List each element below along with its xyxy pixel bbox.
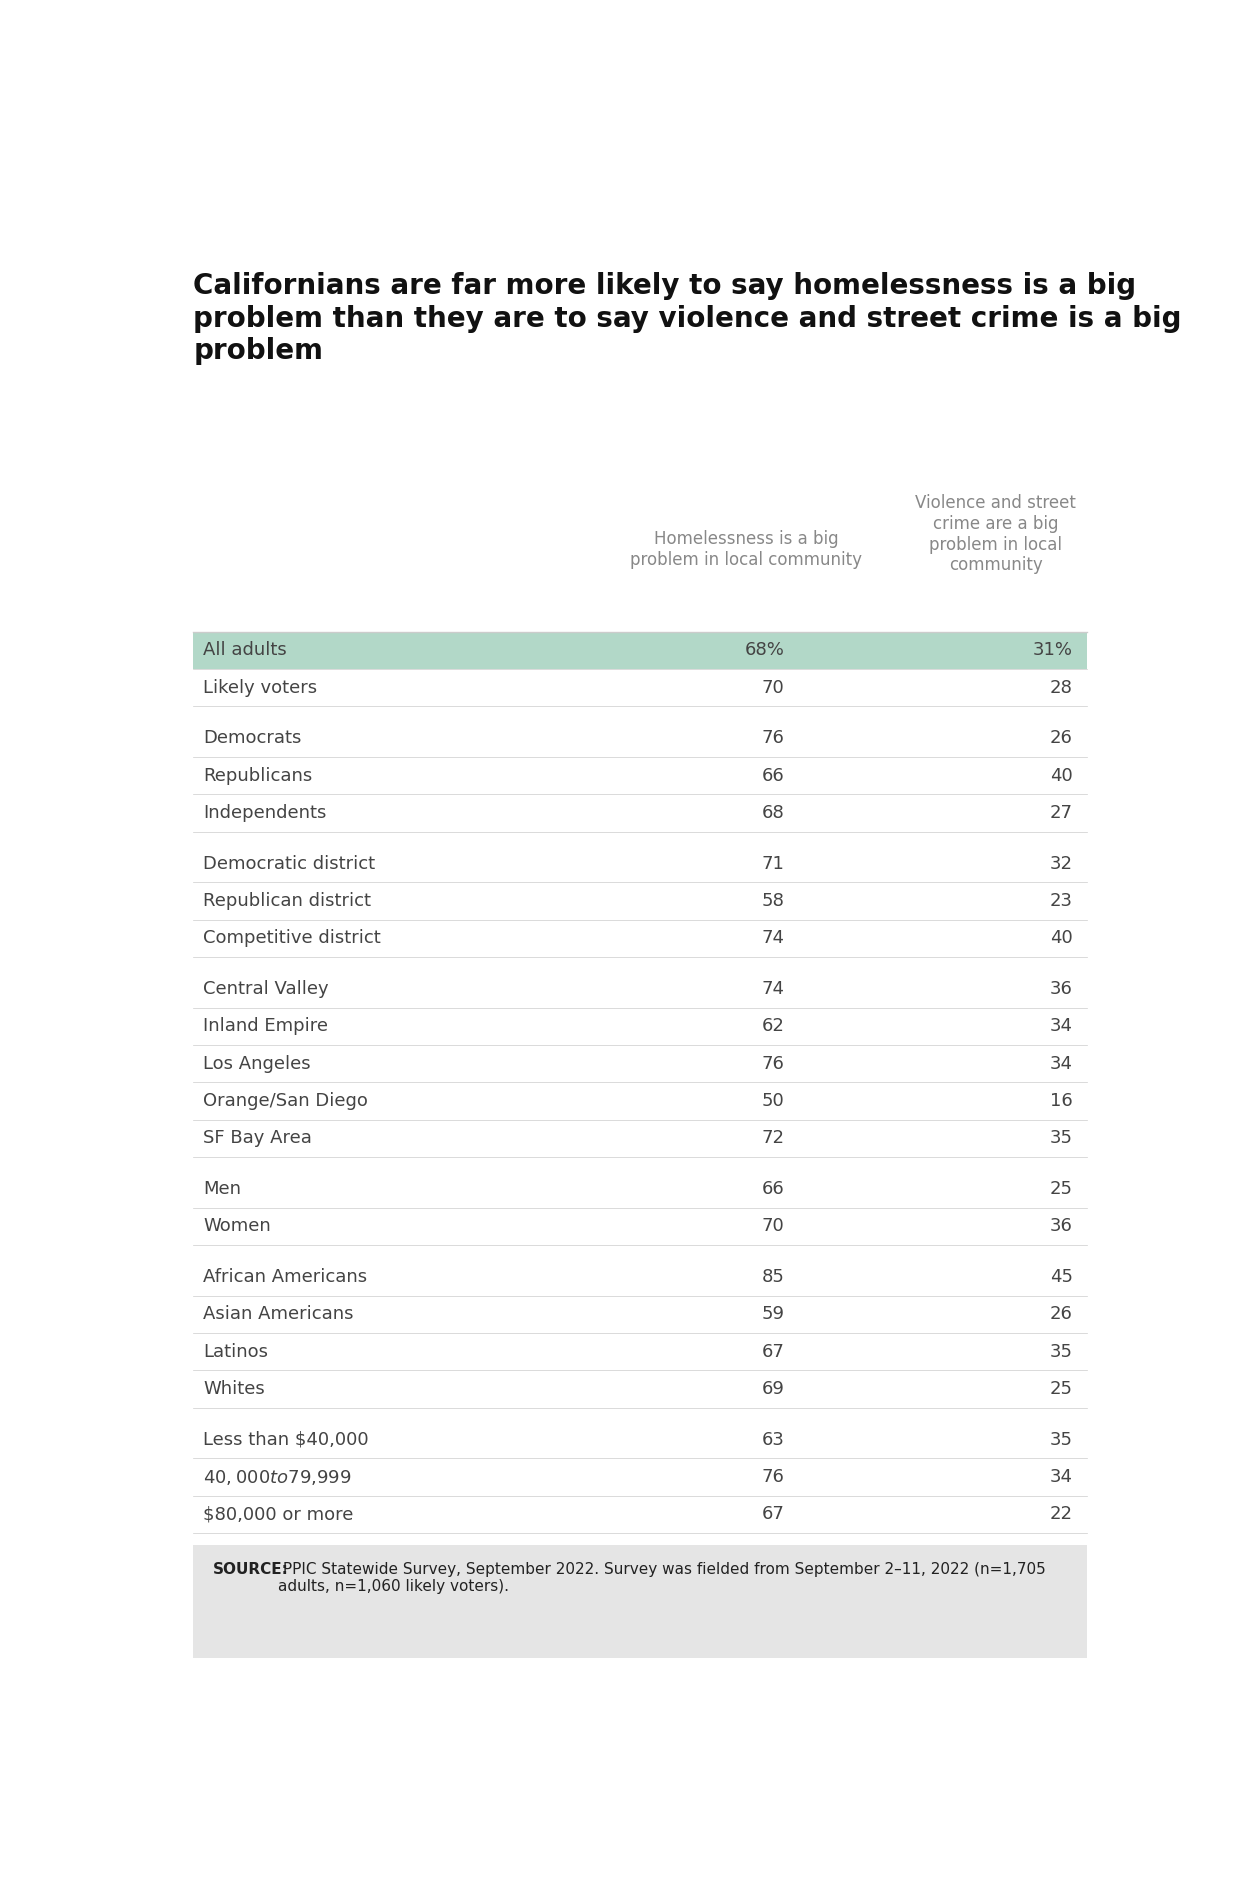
Text: $80,000 or more: $80,000 or more	[203, 1506, 353, 1523]
Text: 26: 26	[1050, 1306, 1073, 1323]
Text: Competitive district: Competitive district	[203, 930, 381, 947]
Text: Democrats: Democrats	[203, 730, 301, 747]
Text: 26: 26	[1050, 730, 1073, 747]
Text: 50: 50	[761, 1092, 785, 1110]
Text: Republican district: Republican district	[203, 892, 371, 911]
Text: 68: 68	[761, 804, 785, 822]
Text: 76: 76	[761, 1054, 785, 1073]
Text: 62: 62	[761, 1018, 785, 1035]
Text: 25: 25	[1050, 1180, 1073, 1199]
Text: Men: Men	[203, 1180, 241, 1199]
Text: 72: 72	[761, 1129, 785, 1148]
Text: 16: 16	[1050, 1092, 1073, 1110]
Text: Violence and street
crime are a big
problem in local
community: Violence and street crime are a big prob…	[915, 493, 1076, 574]
Text: 35: 35	[1050, 1129, 1073, 1148]
Text: Democratic district: Democratic district	[203, 854, 376, 873]
Text: 76: 76	[761, 730, 785, 747]
Text: Homelessness is a big
problem in local community: Homelessness is a big problem in local c…	[630, 531, 862, 568]
Text: 66: 66	[761, 1180, 785, 1199]
Text: 74: 74	[761, 981, 785, 997]
Text: Inland Empire: Inland Empire	[203, 1018, 329, 1035]
Text: 28: 28	[1050, 679, 1073, 696]
Text: 58: 58	[761, 892, 785, 911]
Text: 70: 70	[761, 1218, 785, 1235]
Text: 68%: 68%	[744, 642, 785, 659]
Text: 27: 27	[1050, 804, 1073, 822]
Text: 31%: 31%	[1033, 642, 1073, 659]
Text: 67: 67	[761, 1506, 785, 1523]
Text: 59: 59	[761, 1306, 785, 1323]
Bar	[193, 1545, 1087, 1658]
Text: 36: 36	[1050, 981, 1073, 997]
Text: 63: 63	[761, 1430, 785, 1449]
Text: African Americans: African Americans	[203, 1268, 367, 1285]
Text: Orange/San Diego: Orange/San Diego	[203, 1092, 368, 1110]
Text: 34: 34	[1050, 1468, 1073, 1487]
Text: 22: 22	[1050, 1506, 1073, 1523]
Text: Whites: Whites	[203, 1380, 265, 1398]
Text: 70: 70	[761, 679, 785, 696]
Text: 32: 32	[1050, 854, 1073, 873]
Text: 35: 35	[1050, 1342, 1073, 1361]
Text: Likely voters: Likely voters	[203, 679, 317, 696]
Text: PPIC Statewide Survey, September 2022. Survey was fielded from September 2–11, 2: PPIC Statewide Survey, September 2022. S…	[278, 1562, 1045, 1594]
Text: 85: 85	[761, 1268, 785, 1285]
Text: Republicans: Republicans	[203, 766, 312, 785]
Text: Latinos: Latinos	[203, 1342, 268, 1361]
Text: 23: 23	[1050, 892, 1073, 911]
Text: All adults: All adults	[203, 642, 286, 659]
Text: Asian Americans: Asian Americans	[203, 1306, 353, 1323]
Text: 36: 36	[1050, 1218, 1073, 1235]
Text: 66: 66	[761, 766, 785, 785]
Text: Less than $40,000: Less than $40,000	[203, 1430, 368, 1449]
Bar	[193, 632, 1087, 668]
Text: 35: 35	[1050, 1430, 1073, 1449]
Text: 40: 40	[1050, 930, 1073, 947]
Text: SF Bay Area: SF Bay Area	[203, 1129, 312, 1148]
Text: 25: 25	[1050, 1380, 1073, 1398]
Text: Independents: Independents	[203, 804, 326, 822]
Text: 71: 71	[761, 854, 785, 873]
Text: 40: 40	[1050, 766, 1073, 785]
Text: Women: Women	[203, 1218, 270, 1235]
Text: 67: 67	[761, 1342, 785, 1361]
Text: 34: 34	[1050, 1018, 1073, 1035]
Text: Californians are far more likely to say homelessness is a big
problem than they : Californians are far more likely to say …	[193, 273, 1182, 365]
Text: 45: 45	[1050, 1268, 1073, 1285]
Text: 34: 34	[1050, 1054, 1073, 1073]
Text: SOURCE:: SOURCE:	[213, 1562, 289, 1577]
Text: Los Angeles: Los Angeles	[203, 1054, 311, 1073]
Text: 69: 69	[761, 1380, 785, 1398]
Text: $40,000 to $79,999: $40,000 to $79,999	[203, 1468, 351, 1487]
Text: 76: 76	[761, 1468, 785, 1487]
Text: Central Valley: Central Valley	[203, 981, 329, 997]
Text: 74: 74	[761, 930, 785, 947]
